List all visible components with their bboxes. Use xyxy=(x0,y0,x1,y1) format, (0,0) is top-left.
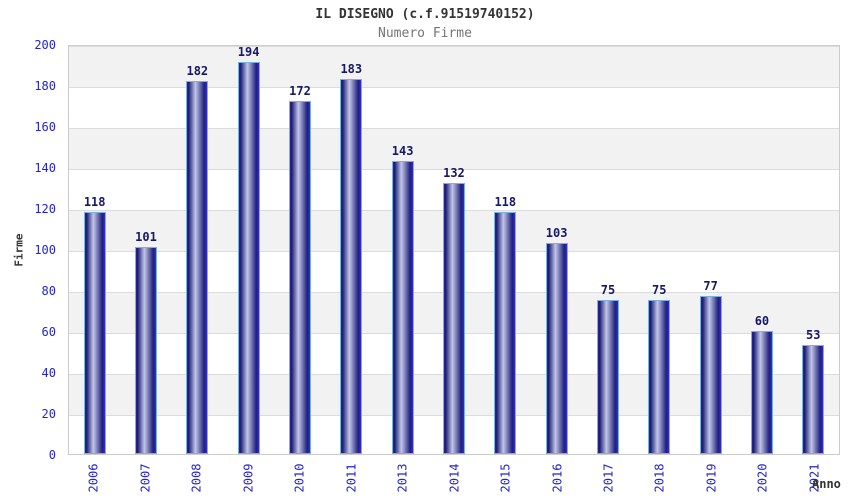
x-tick-label: 2014 xyxy=(447,463,462,493)
bar xyxy=(545,242,568,454)
bar-slot: 60 xyxy=(736,46,787,454)
x-tick-slot: 2013 xyxy=(377,456,428,500)
x-tick-slot: 2017 xyxy=(583,456,634,500)
bar-value-label: 132 xyxy=(443,166,465,181)
x-axis-title: Anno xyxy=(812,477,841,491)
bar-value-label: 172 xyxy=(289,84,311,99)
x-tick-label: 2007 xyxy=(138,463,153,493)
x-tick-slot: 2007 xyxy=(119,456,170,500)
x-tick-label: 2018 xyxy=(652,463,667,493)
bar-value-label: 101 xyxy=(135,229,157,244)
y-tick-label: 100 xyxy=(34,243,56,257)
bar-value-label: 77 xyxy=(703,279,718,294)
bar-slot: 53 xyxy=(788,46,839,454)
bar xyxy=(83,212,106,454)
bar-value-label: 183 xyxy=(340,61,363,76)
bar xyxy=(237,62,260,454)
bar-value-label: 75 xyxy=(652,283,667,298)
x-tick-label: 2011 xyxy=(344,463,359,493)
y-tick-label: 20 xyxy=(41,407,56,421)
x-axis-tick-labels: 2006 2007 2008 2009 2010 2011 2013 2014 2015 2016… xyxy=(68,456,840,500)
y-tick-label: 140 xyxy=(34,161,56,175)
bar xyxy=(596,300,619,454)
x-tick-slot: 2006 xyxy=(68,456,119,500)
bar xyxy=(288,101,311,454)
bar-slot: 75 xyxy=(634,46,685,454)
plot-area: 118 101 182 194 172 183 143 132 118 103 75 75 77 60 53 xyxy=(68,45,840,455)
x-tick-slot: 2011 xyxy=(325,456,376,500)
bar-value-label: 75 xyxy=(600,283,616,298)
x-tick-label: 2006 xyxy=(86,463,101,493)
x-tick-label: 2015 xyxy=(498,463,513,493)
x-tick-slot: 2014 xyxy=(428,456,479,500)
bar xyxy=(186,80,209,454)
bar-slot: 183 xyxy=(326,46,377,454)
y-tick-label: 120 xyxy=(34,202,56,216)
x-tick-label: 2017 xyxy=(601,463,616,493)
x-tick-slot: 2015 xyxy=(480,456,531,500)
x-tick-slot: 2019 xyxy=(686,456,737,500)
bar-slot: 132 xyxy=(428,46,479,454)
x-tick-label: 2008 xyxy=(189,463,204,493)
bar-value-label: 118 xyxy=(83,195,106,210)
x-tick-label: 2009 xyxy=(241,463,256,493)
bar-slot: 194 xyxy=(223,46,274,454)
x-tick-slot: 2009 xyxy=(222,456,273,500)
y-tick-label: 200 xyxy=(34,38,56,52)
bar-slot: 143 xyxy=(377,46,428,454)
y-tick-label: 60 xyxy=(41,325,56,339)
bar-value-label: 143 xyxy=(391,143,414,158)
bar xyxy=(134,246,157,454)
bar-value-label: 182 xyxy=(186,63,209,78)
y-tick-label: 180 xyxy=(34,79,56,93)
x-tick-slot: 2010 xyxy=(274,456,325,500)
bar xyxy=(750,331,773,454)
bar-value-label: 118 xyxy=(494,195,517,210)
x-tick-slot: 2018 xyxy=(634,456,685,500)
chart-subtitle: Numero Firme xyxy=(378,26,472,41)
bar xyxy=(391,160,414,454)
bar-value-label: 53 xyxy=(806,328,821,343)
bar-slot: 101 xyxy=(120,46,171,454)
y-tick-label: 160 xyxy=(34,120,56,134)
y-axis-tick-labels: 0 20 40 60 80 100 120 140 160 180 200 xyxy=(0,38,62,462)
bar-value-label: 60 xyxy=(754,314,770,328)
bar-slot: 172 xyxy=(274,46,325,454)
x-tick-label: 2020 xyxy=(755,463,770,493)
x-tick-slot: 2016 xyxy=(531,456,582,500)
bar xyxy=(340,78,363,454)
bar xyxy=(802,345,825,454)
bar-value-label: 103 xyxy=(545,225,568,240)
bar xyxy=(442,183,465,454)
bar-slot: 118 xyxy=(480,46,531,454)
bar-value-label: 194 xyxy=(237,45,260,59)
bar-slot: 182 xyxy=(172,46,223,454)
bar-slot: 75 xyxy=(582,46,633,454)
bar-slot: 103 xyxy=(531,46,582,454)
x-tick-label: 2013 xyxy=(395,463,410,493)
x-tick-label: 2019 xyxy=(704,463,719,493)
y-tick-label: 0 xyxy=(48,448,56,462)
bar xyxy=(699,296,722,454)
x-tick-label: 2010 xyxy=(292,463,307,493)
x-tick-slot: 2008 xyxy=(171,456,222,500)
bar-slot: 118 xyxy=(69,46,120,454)
x-tick-label: 2016 xyxy=(549,463,564,493)
y-tick-label: 80 xyxy=(41,284,56,298)
y-tick-label: 40 xyxy=(41,366,56,380)
chart-title: IL DISEGNO (c.f.91519740152) xyxy=(315,7,535,22)
bar xyxy=(494,212,517,454)
bar xyxy=(648,300,671,454)
bar-slot: 77 xyxy=(685,46,736,454)
x-tick-slot: 2020 xyxy=(737,456,788,500)
